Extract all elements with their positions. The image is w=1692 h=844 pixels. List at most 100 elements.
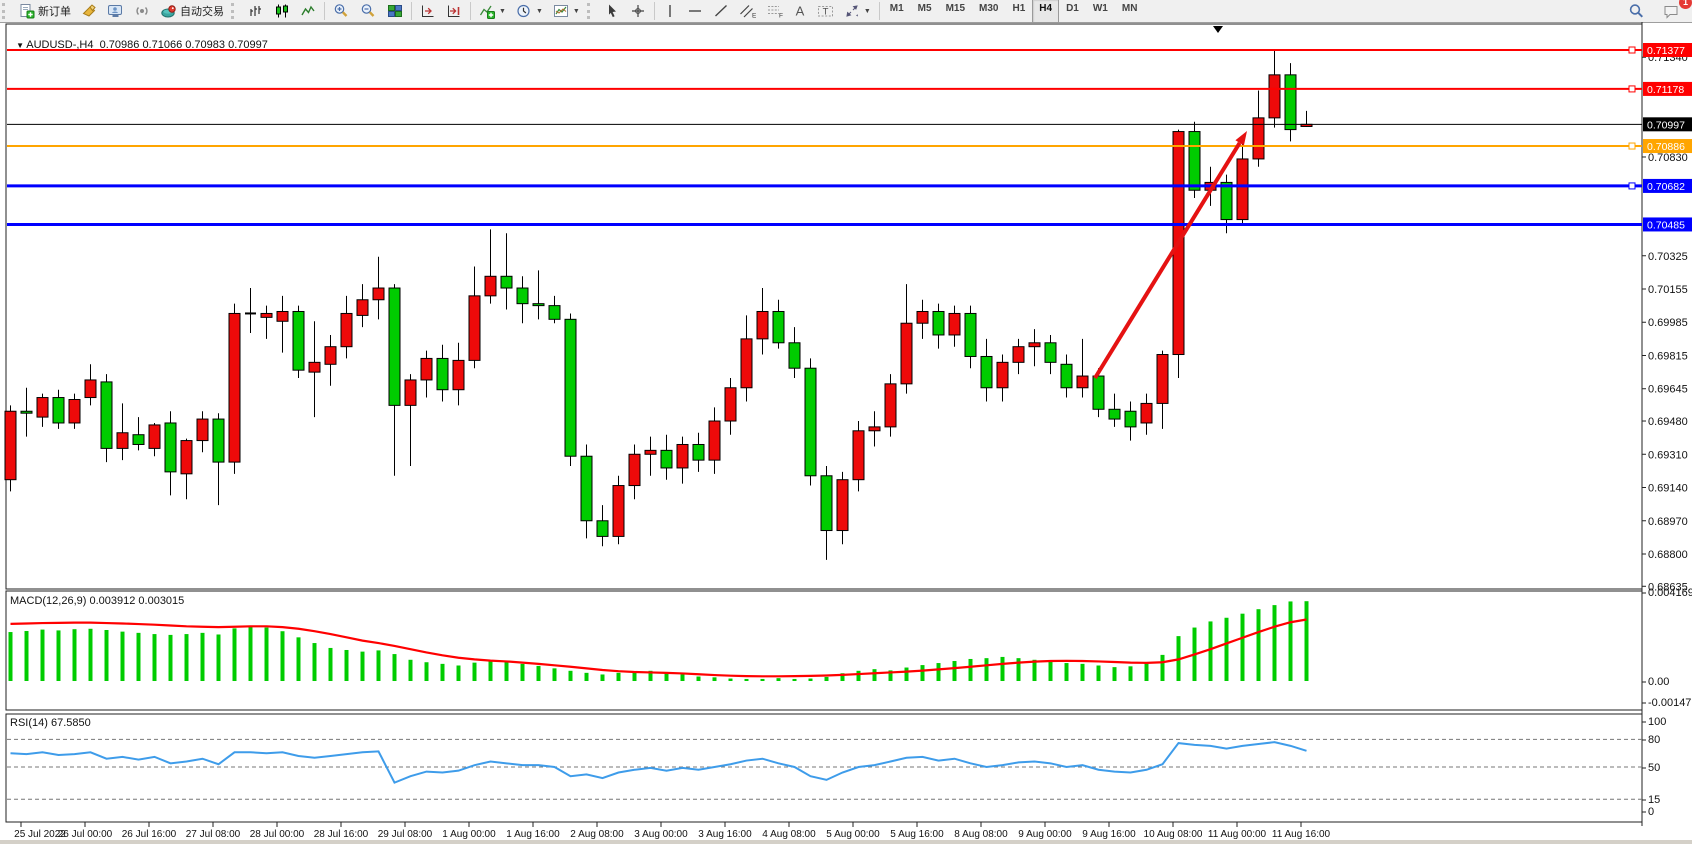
template-button[interactable]: ▼ xyxy=(548,0,585,23)
macd-bar xyxy=(1048,661,1053,681)
resistance-line-2-handle[interactable] xyxy=(1628,85,1636,93)
resistance-line-1-handle[interactable] xyxy=(1628,46,1636,54)
broadcast-icon xyxy=(136,7,148,15)
candle-body xyxy=(996,361,1009,389)
candle-body xyxy=(260,312,273,318)
text-button[interactable]: A xyxy=(788,0,812,23)
timeframe-d1[interactable]: D1 xyxy=(1066,3,1079,14)
timeframe-m15[interactable]: M15 xyxy=(945,3,966,14)
candle-body xyxy=(964,312,977,357)
cursor-icon xyxy=(608,4,616,18)
zoom-in-button[interactable] xyxy=(328,0,355,23)
new-order-button[interactable]: 新订单 xyxy=(14,0,76,23)
chart-collapse-icon[interactable]: ▼ xyxy=(16,41,27,50)
broadcast-button[interactable] xyxy=(129,0,155,23)
rsi-label: RSI(14) 67.5850 xyxy=(10,717,91,729)
terminal-button[interactable] xyxy=(102,0,129,23)
crosshair-button[interactable] xyxy=(625,0,651,23)
arrows-button[interactable]: ▼ xyxy=(839,0,876,23)
zoom-out-button[interactable] xyxy=(355,0,382,23)
toolbar-grip[interactable] xyxy=(2,3,12,19)
macd-bar xyxy=(280,631,285,681)
timeframe-mn[interactable]: MN xyxy=(1121,3,1138,14)
candle-body xyxy=(84,379,97,399)
search-icon xyxy=(1629,3,1644,18)
timeframe-m30[interactable]: M30 xyxy=(979,3,999,14)
time-axis-label: 2 Aug 08:00 xyxy=(570,829,624,840)
timeframe-m5[interactable]: M5 xyxy=(917,3,932,14)
macd-bar xyxy=(136,632,141,681)
macd-axis-label: 0.00 xyxy=(1648,676,1669,688)
line-chart-button[interactable] xyxy=(295,0,321,23)
chart-shift-marker[interactable] xyxy=(1213,26,1223,33)
candle-body xyxy=(644,449,657,455)
chart-canvas[interactable]: 0.713400.708300.703250.701550.699850.698… xyxy=(0,22,1692,844)
macd-bar xyxy=(840,673,845,681)
macd-axis-label: 0.004169 xyxy=(1648,587,1692,599)
toolbar-grip[interactable] xyxy=(231,3,241,19)
macd-bar xyxy=(168,634,173,681)
candle-body xyxy=(148,424,161,449)
time-axis-label: 26 Jul 00:00 xyxy=(58,829,113,840)
macd-bar xyxy=(24,631,29,681)
candle-body xyxy=(356,299,369,316)
shift-last-button[interactable] xyxy=(441,0,467,23)
support-line-1-handle[interactable] xyxy=(1628,182,1636,190)
macd-bar xyxy=(1112,667,1117,681)
search-button[interactable] xyxy=(1623,0,1650,23)
bar-chart-button[interactable] xyxy=(243,0,269,23)
trend-arrow[interactable] xyxy=(1093,141,1242,380)
chat-icon xyxy=(1664,5,1678,19)
timeframe-h1[interactable]: H1 xyxy=(1012,3,1026,14)
macd-layer xyxy=(8,601,1309,681)
pivot-line-orange-handle[interactable] xyxy=(1628,142,1636,150)
price-axis-label: 0.70155 xyxy=(1648,284,1688,296)
macd-bar xyxy=(712,677,717,681)
timeframe-h4[interactable]: H4 xyxy=(1032,0,1060,23)
trend-arrow-head[interactable] xyxy=(1235,131,1247,146)
timeframe-m1[interactable]: M1 xyxy=(889,3,904,14)
candlestick-chart-button[interactable] xyxy=(269,0,295,23)
price-axis-label: 0.70830 xyxy=(1648,152,1688,164)
zoom-out-icon xyxy=(361,4,375,17)
cursor-button[interactable] xyxy=(599,0,625,23)
vertical-line-button[interactable] xyxy=(658,0,682,23)
price-tag xyxy=(1643,117,1692,132)
period-button[interactable]: ▼ xyxy=(511,0,548,23)
macd-bar xyxy=(920,665,925,681)
line-chart-icon xyxy=(301,5,315,16)
macd-bar xyxy=(1096,665,1101,681)
candle-body xyxy=(500,275,513,289)
fibonacci-button[interactable]: F xyxy=(761,0,788,23)
horizontal-line-button[interactable] xyxy=(682,0,708,23)
price-axis-label: 0.69140 xyxy=(1648,483,1688,495)
rsi-axis-label: 100 xyxy=(1648,716,1666,728)
tile-windows-button[interactable] xyxy=(382,0,408,23)
timeframe-w1[interactable]: W1 xyxy=(1092,3,1108,14)
candle-body xyxy=(612,485,625,537)
macd-bar xyxy=(72,629,77,681)
macd-bar xyxy=(120,631,125,681)
macd-bar xyxy=(1144,663,1149,681)
macd-bar xyxy=(1240,613,1245,681)
toolbar-grip[interactable] xyxy=(586,3,597,19)
price-tag xyxy=(1643,217,1692,232)
trendline-button[interactable] xyxy=(708,0,734,23)
candle-body xyxy=(1268,74,1281,119)
label-button[interactable]: T xyxy=(812,0,839,23)
shift-end-button[interactable] xyxy=(415,0,441,23)
macd-bar xyxy=(760,678,765,681)
clear-charts-button[interactable] xyxy=(76,0,102,23)
rsi-pane[interactable] xyxy=(5,713,1643,823)
notifications-button[interactable]: 1 xyxy=(1658,0,1692,23)
dropdown-caret: ▼ xyxy=(863,7,871,15)
macd-bar xyxy=(520,663,525,681)
price-tag xyxy=(1643,43,1692,58)
auto-trading-button[interactable]: 自动交易 xyxy=(155,0,229,23)
add-indicator-button[interactable]: ▼ xyxy=(474,0,511,23)
time-axis-label: 9 Aug 00:00 xyxy=(1018,829,1072,840)
channel-button[interactable]: E xyxy=(734,0,761,23)
auto-trading-icon xyxy=(161,5,176,18)
candle-body xyxy=(548,305,561,320)
price-axis-label: 0.69985 xyxy=(1648,317,1688,329)
